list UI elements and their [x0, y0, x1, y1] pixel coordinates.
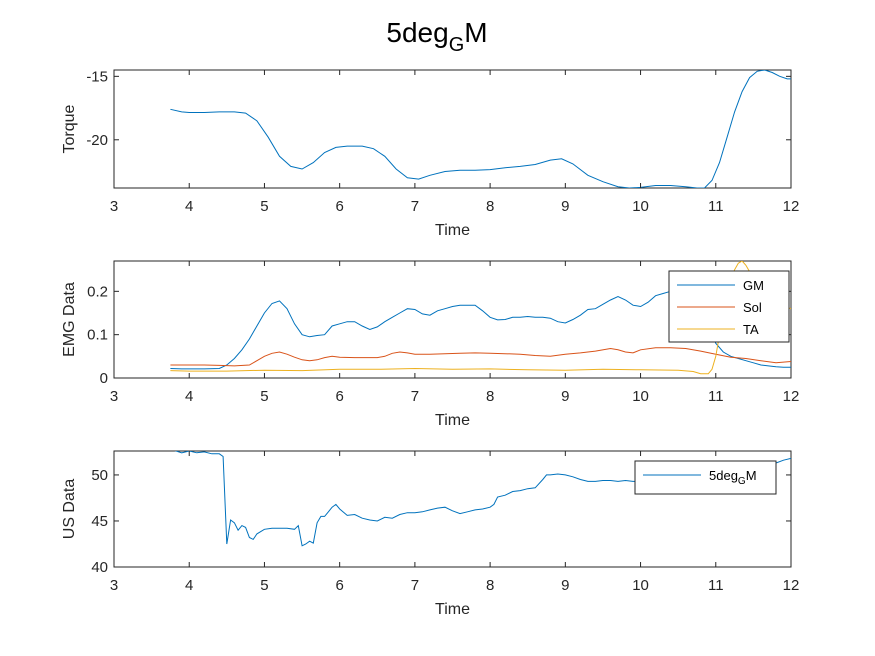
emg-ytick-label: 0 — [100, 370, 108, 387]
us-xlabel: Time — [435, 601, 470, 618]
emg-xtick-label: 4 — [185, 388, 193, 405]
emg-legend-label: GM — [743, 278, 764, 293]
subplot-emg: 3 4 5 6 7 8 9 10 11 12 0 0.1 0.2 Time EMG Data GM Sol TA — [61, 260, 800, 429]
torque-xtick-label: 6 — [335, 198, 343, 215]
figure-title-tail: M — [464, 17, 487, 48]
us-ytick-label: 45 — [91, 513, 108, 530]
us-xtick-label: 3 — [110, 577, 118, 594]
us-ytick-label: 50 — [91, 467, 108, 484]
us-xtick-label: 6 — [335, 577, 343, 594]
us-xtick-label: 4 — [185, 577, 193, 594]
torque-ylabel: Torque — [61, 104, 78, 153]
torque-xtick-label: 9 — [561, 198, 569, 215]
torque-xtick-label: 10 — [632, 198, 649, 215]
figure-title-base: 5deg — [386, 17, 448, 48]
torque-xtick-label: 5 — [260, 198, 268, 215]
emg-xtick-label: 12 — [783, 388, 800, 405]
torque-axes-box — [113, 69, 792, 189]
us-xtick-label: 11 — [708, 577, 724, 594]
torque-xtick-label: 3 — [110, 198, 118, 215]
emg-xtick-label: 7 — [411, 388, 419, 405]
torque-xtick-label: 11 — [708, 198, 724, 215]
emg-ytick-label: 0.1 — [87, 327, 108, 344]
emg-xtick-label: 10 — [632, 388, 649, 405]
torque-xlabel: Time — [435, 222, 470, 239]
emg-xtick-label: 8 — [486, 388, 494, 405]
emg-series-sol — [170, 347, 791, 367]
torque-xtick-label: 7 — [411, 198, 419, 215]
emg-ylabel: EMG Data — [61, 282, 78, 357]
torque-ytick-label: -20 — [86, 132, 108, 149]
emg-xtick-label: 6 — [335, 388, 343, 405]
us-ytick-label: 40 — [91, 559, 108, 576]
us-legend-label: 5degGM — [709, 468, 757, 487]
us-legend: 5degGM — [634, 460, 777, 495]
emg-ytick-label: 0.2 — [87, 283, 108, 300]
us-xtick-label: 12 — [783, 577, 800, 594]
us-legend-box — [634, 460, 777, 495]
emg-xtick-label: 11 — [708, 388, 724, 405]
emg-xtick-label: 3 — [110, 388, 118, 405]
emg-legend: GM Sol TA — [668, 270, 790, 343]
us-xtick-label: 7 — [411, 577, 419, 594]
us-ylabel: US Data — [61, 479, 78, 540]
torque-xtick-label: 8 — [486, 198, 494, 215]
subplot-torque: 3 4 5 6 7 8 9 10 11 12 -15 -20 Time Torque — [61, 68, 799, 239]
us-xtick-label: 10 — [632, 577, 649, 594]
us-series-5deg-gm — [174, 451, 791, 547]
emg-legend-label: TA — [743, 322, 759, 337]
emg-xtick-label: 9 — [561, 388, 569, 405]
us-xtick-label: 8 — [486, 577, 494, 594]
torque-xtick-label: 12 — [783, 198, 800, 215]
emg-legend-label: Sol — [743, 300, 762, 315]
torque-series-torque — [170, 70, 791, 188]
figure-title: 5degGM — [386, 17, 487, 56]
emg-xlabel: Time — [435, 412, 470, 429]
emg-xtick-label: 5 — [260, 388, 268, 405]
us-xtick-label: 5 — [260, 577, 268, 594]
torque-ytick-label: -15 — [86, 68, 108, 85]
figure-title-subscript: G — [449, 34, 465, 56]
us-xtick-label: 9 — [561, 577, 569, 594]
torque-xtick-label: 4 — [185, 198, 193, 215]
